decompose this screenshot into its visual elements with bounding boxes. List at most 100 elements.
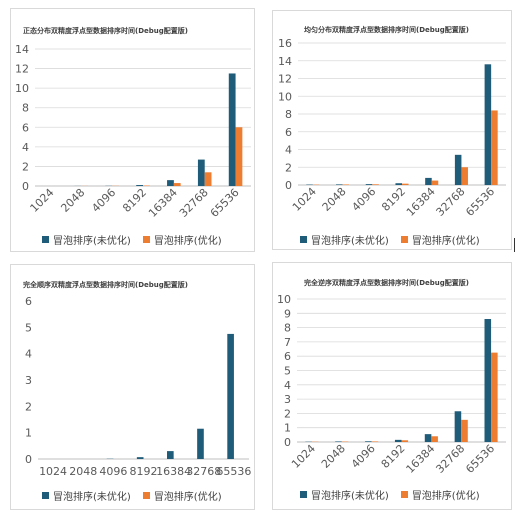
y-tick-label: 2 — [284, 407, 291, 420]
y-tick-label: 12 — [15, 63, 29, 76]
legend-item-optimized[interactable]: 冒泡排序(优化) — [142, 232, 222, 247]
legend-label: 冒泡排序(未优化) — [311, 491, 389, 502]
y-tick-label: 0 — [22, 180, 29, 193]
chart-title: 均匀分布双精度浮点型数据排序时间(Debug配置版) — [304, 26, 469, 34]
chart-title: 正态分布双精度浮点型数据排序时间(Debug配置版) — [23, 27, 188, 35]
legend-label: 冒泡排序(优化) — [153, 492, 222, 503]
y-tick-label: 1 — [25, 427, 32, 440]
legend-item-optimized[interactable]: 冒泡排序(优化) — [400, 232, 480, 247]
x-tick-label: 1024 — [39, 465, 67, 478]
bar — [173, 183, 181, 186]
x-tick-label: 32768 — [433, 442, 467, 476]
legend-label: 冒泡排序(优化) — [411, 491, 480, 502]
y-tick-label: 8 — [22, 102, 29, 115]
y-tick-label: 8 — [284, 322, 291, 335]
legend-label: 冒泡排序(未优化) — [311, 236, 389, 247]
legend-label: 冒泡排序(优化) — [411, 236, 480, 247]
x-tick-label: 2048 — [69, 465, 97, 478]
chart-title: 完全逆序双精度浮点型数据排序时间(Debug配置版) — [304, 279, 469, 287]
x-tick-label: 65536 — [463, 442, 497, 476]
y-tick-label: 9 — [284, 307, 291, 320]
x-tick-label: 16384 — [146, 186, 180, 220]
y-tick-label: 7 — [284, 336, 291, 349]
bar — [235, 127, 243, 186]
x-tick-label: 1024 — [290, 185, 319, 214]
x-tick-label: 4096 — [99, 465, 127, 478]
bar — [402, 183, 409, 185]
bar — [401, 440, 409, 442]
bar — [491, 352, 498, 442]
y-tick-label: 10 — [278, 90, 292, 103]
y-tick-label: 3 — [284, 393, 291, 406]
bar — [197, 428, 204, 459]
bar — [491, 110, 498, 185]
bar — [461, 419, 468, 442]
bar — [454, 411, 462, 442]
bar — [365, 441, 372, 442]
bar — [484, 319, 492, 442]
legend: 冒泡排序(未优化) 冒泡排序(优化) — [300, 487, 480, 502]
y-tick-label: 2 — [285, 161, 292, 174]
legend-item-unoptimized[interactable]: 冒泡排序(未优化) — [42, 488, 131, 503]
x-tick-label: 32768 — [186, 465, 221, 478]
bar — [431, 436, 438, 442]
y-tick-label: 2 — [25, 400, 32, 413]
bar — [204, 172, 212, 186]
y-tick-label: 4 — [284, 379, 291, 392]
bar — [335, 441, 342, 442]
bar — [431, 180, 439, 185]
x-tick-label: 16384 — [404, 185, 438, 219]
x-tick-label: 1024 — [28, 186, 57, 215]
legend: 冒泡排序(未优化) 冒泡排序(优化) — [300, 232, 480, 247]
chart-panel-uniform[interactable]: 均匀分布双精度浮点型数据排序时间(Debug配置版) 0 2 4 6 8 10 12 14 16… — [272, 10, 512, 250]
y-tick-label: 10 — [15, 82, 29, 95]
chart-panel-descending[interactable]: 完全逆序双精度浮点型数据排序时间(Debug配置版) 0 1 2 3 4 5 6 7 8 9 10 1… — [272, 262, 512, 510]
bar — [136, 457, 144, 459]
y-tick-label: 10 — [277, 293, 291, 306]
y-tick-label: 5 — [25, 321, 32, 334]
legend-label: 冒泡排序(优化) — [153, 236, 222, 247]
x-tick-label: 32768 — [177, 186, 211, 220]
legend-item-unoptimized[interactable]: 冒泡排序(未优化) — [300, 232, 389, 247]
legend-item-unoptimized[interactable]: 冒泡排序(未优化) — [300, 487, 389, 502]
y-tick-label: 14 — [15, 43, 29, 56]
bar — [461, 167, 468, 185]
x-tick-label: 2048 — [319, 442, 348, 471]
y-tick-label: 12 — [278, 73, 292, 86]
bar — [197, 159, 205, 186]
x-tick-label: 16384 — [404, 442, 438, 476]
x-tick-label: 4096 — [349, 185, 378, 214]
y-tick-label: 2 — [22, 160, 29, 173]
x-tick-label: 2048 — [320, 185, 349, 214]
bar — [395, 183, 402, 185]
x-tick-label: 4096 — [349, 442, 378, 471]
legend-item-optimized[interactable]: 冒泡排序(优化) — [142, 488, 222, 503]
bar — [167, 451, 174, 459]
y-tick-label: 4 — [22, 141, 29, 154]
legend-item-optimized[interactable]: 冒泡排序(优化) — [400, 487, 480, 502]
x-tick-label: 4096 — [89, 186, 118, 215]
chart-panel-normal[interactable]: 正态分布双精度浮点型数据排序时间(Debug配置版) 0 2 4 6 8 10 12 14 10… — [10, 8, 255, 252]
legend-label: 冒泡排序(未优化) — [53, 492, 131, 503]
y-tick-label: 8 — [285, 108, 292, 121]
bar — [394, 439, 402, 442]
x-tick-label: 1024 — [289, 442, 318, 471]
y-tick-label: 0 — [25, 453, 32, 466]
x-tick-label: 8192 — [130, 465, 158, 478]
x-tick-label: 65536 — [463, 185, 497, 219]
y-tick-label: 1 — [284, 422, 291, 435]
legend-item-unoptimized[interactable]: 冒泡排序(未优化) — [42, 232, 131, 247]
legend-label: 冒泡排序(未优化) — [53, 236, 131, 247]
x-tick-label: 16384 — [156, 465, 191, 478]
bar — [167, 180, 174, 186]
chart-panel-ascending[interactable]: 完全顺序双精度浮点型数据排序时间(Debug配置版) 0 1 2 3 4 5 6 1024 20… — [10, 264, 255, 510]
bar — [136, 185, 143, 186]
bar — [336, 184, 343, 185]
y-tick-label: 6 — [285, 126, 292, 139]
y-tick-label: 6 — [25, 295, 32, 308]
bar — [484, 64, 492, 185]
